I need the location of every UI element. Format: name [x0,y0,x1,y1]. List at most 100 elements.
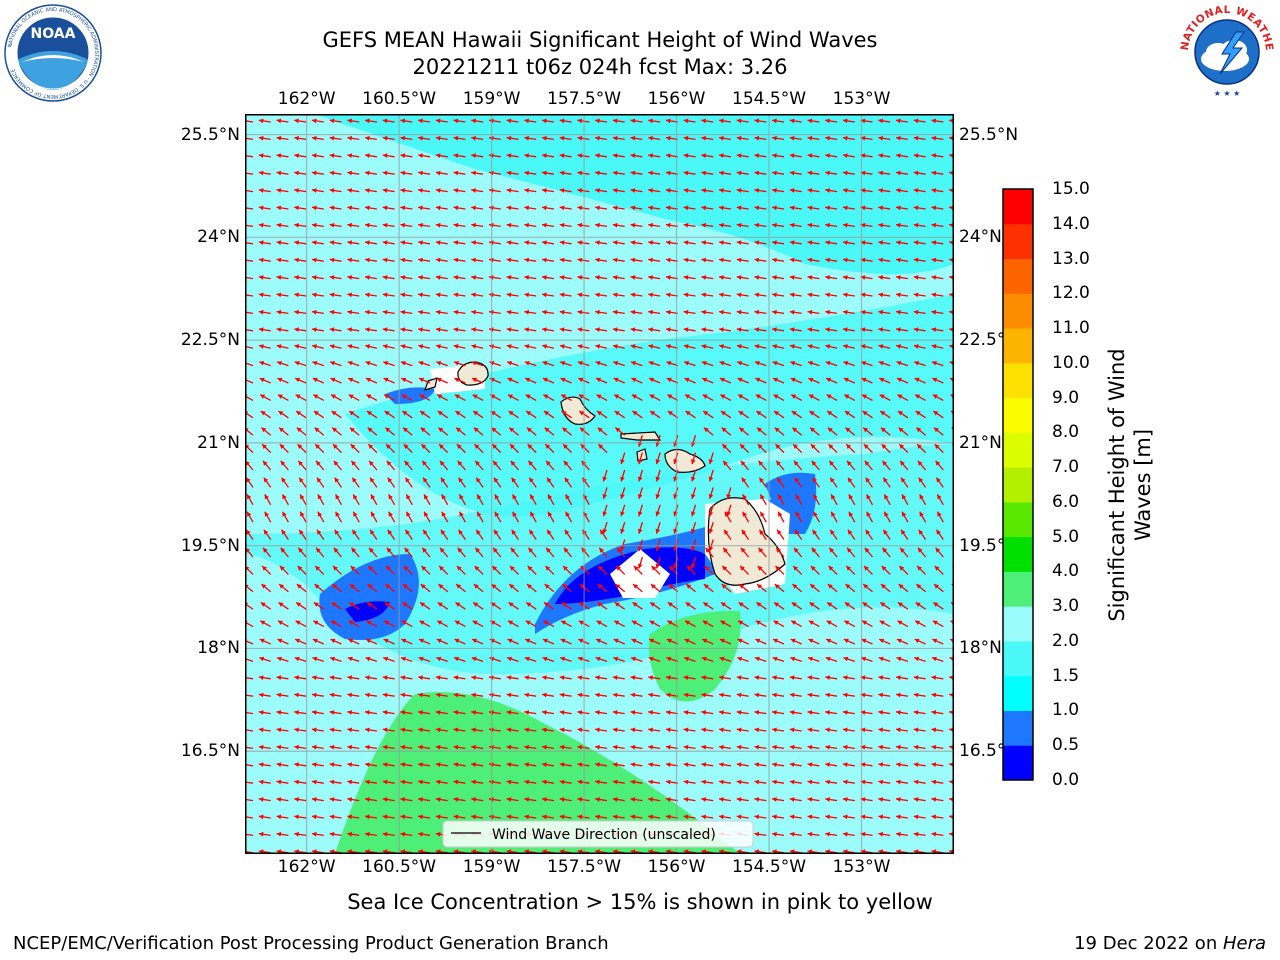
wave-direction-arrowhead [844,620,850,626]
wave-direction-arrowhead [330,360,336,366]
wave-direction-arrowhead [281,477,286,483]
wave-direction-arrow [245,694,254,697]
wave-direction-arrowhead [421,565,427,571]
legend-label: Wind Wave Direction (unscaled) [492,827,716,843]
wave-direction-arrow [245,411,254,419]
wave-direction-arrowhead [913,188,919,193]
wave-direction-arrowhead [860,831,866,837]
wave-direction-arrowhead [648,710,653,715]
wave-direction-arrowhead [294,135,299,141]
wave-direction-arrowhead [655,476,661,482]
wave-direction-arrowhead [316,477,322,483]
wave-direction-arrowhead [578,638,584,644]
wave-direction-arrowhead [510,460,516,466]
wave-direction-arrowhead [915,620,921,626]
wave-direction-arrowhead [471,762,476,768]
wave-direction-arrowhead [648,153,653,159]
wave-direction-arrowhead [896,814,901,820]
wave-direction-arrowhead [825,814,830,820]
wave-direction-arrowhead [471,344,477,349]
wave-direction-arrowhead [756,411,762,416]
wave-direction-arrowhead [329,240,335,246]
footer-date-text: 19 Dec 2022 on [1074,933,1223,954]
wave-direction-arrowhead [453,327,459,333]
wave-direction-arrowhead [637,511,643,517]
wave-direction-arrowhead [542,222,547,228]
wave-direction-arrowhead [559,762,565,768]
chart-subtitle: 20221211 t06z 024h fcst Max: 3.26 [412,55,788,79]
tick-label: 18°N [197,638,240,659]
wave-direction-arrowhead [842,779,848,785]
wave-direction-arrowhead [807,170,813,176]
wave-direction-arrowhead [457,547,463,553]
wave-direction-arrowhead [807,797,813,802]
wave-direction-arrowhead [847,547,852,553]
wave-direction-arrowhead [913,727,919,733]
wave-direction-arrowhead [896,222,901,228]
wave-direction-arrowhead [719,170,724,176]
wave-direction-arrowhead [562,584,568,589]
wave-direction-arrowhead [881,444,887,449]
wave-direction-arrowhead [612,205,618,211]
wave-direction-arrowhead [878,675,884,681]
wave-direction-arrowhead [368,565,374,571]
wave-direction-arrowhead [665,744,671,750]
wave-direction-arrowhead [916,427,922,433]
wave-direction-arrowhead [913,797,919,802]
wave-direction-arrowhead [472,394,478,399]
wave-direction-arrowhead [901,511,907,517]
wave-direction-arrowhead [506,222,512,228]
wave-direction-arrowhead [808,656,813,662]
wave-direction-arrowhead [896,692,901,698]
wave-direction-arrowhead [666,344,671,349]
wave-direction-arrowhead [471,170,476,176]
wave-direction-arrowhead [842,309,848,315]
wave-direction-arrowhead [772,170,777,176]
wave-direction-arrowhead [914,360,920,366]
wave-direction-arrowhead [690,511,696,517]
wave-direction-arrowhead [630,188,636,193]
wave-direction-arrowhead [933,411,939,416]
wave-direction-arrowhead [736,118,742,124]
wave-direction-arrowhead [311,762,317,768]
tick-label: 24°N [959,227,1002,248]
wave-direction-arrow [245,763,254,767]
wave-direction-arrowhead [561,602,567,607]
wave-direction-arrowhead [807,814,813,820]
wave-direction-arrowhead [612,275,618,280]
wave-direction-arrowhead [896,779,901,785]
wave-direction-arrowhead [789,814,795,820]
wave-direction-arrowhead [511,477,517,483]
wave-direction-arrow [245,172,254,175]
wave-direction-arrowhead [754,257,760,263]
wave-direction-arrowhead [719,692,724,698]
wave-direction-arrowhead [701,118,707,124]
wave-direction-arrowhead [631,377,637,383]
wave-direction-arrowhead [437,411,443,416]
wave-direction-arrowhead [655,493,661,499]
wave-direction-arrowhead [896,762,901,768]
wave-direction-arrowhead [842,814,848,820]
wave-direction-arrowhead [650,584,656,589]
wave-direction-arrowhead [665,205,671,211]
wave-direction-arrowhead [683,779,689,785]
wave-direction-arrowhead [335,494,340,500]
wave-direction-arrowhead [577,188,583,193]
wave-direction-arrowhead [861,638,867,644]
wave-direction-arrowhead [755,638,761,644]
wave-direction-arrowhead [666,360,672,366]
wave-direction-arrowhead [825,656,831,662]
wave-direction-arrowhead [665,153,671,159]
wave-direction-arrowhead [884,511,889,517]
wave-direction-arrowhead [441,494,447,500]
wave-direction-arrow [245,816,254,819]
wave-direction-arrowhead [524,135,530,141]
wave-direction-arrowhead [347,170,353,176]
wave-direction-arrowhead [382,222,388,228]
colorbar-tick-label: 1.5 [1052,665,1080,686]
colorbar-segment [1003,745,1033,781]
wave-direction-arrowhead [276,275,282,280]
wave-direction-arrowhead [789,170,795,176]
wave-direction-arrowhead [435,205,441,211]
wave-direction-arrowhead [493,460,498,466]
